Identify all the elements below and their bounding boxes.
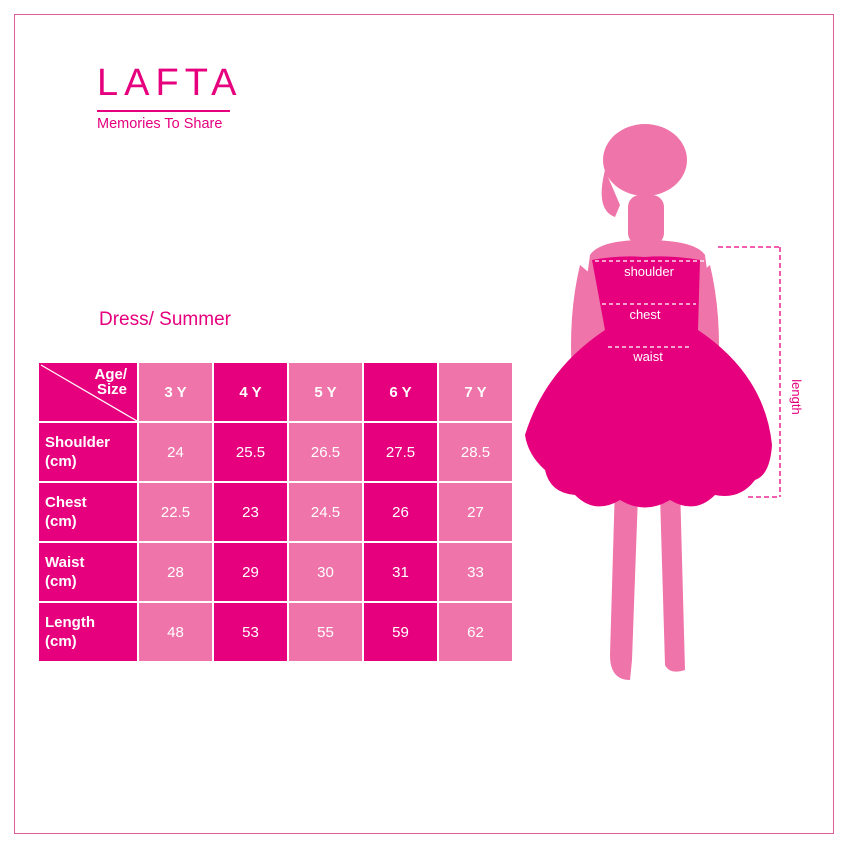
logo-divider <box>97 110 230 112</box>
column-header: 3 Y <box>139 363 212 421</box>
table-row: Chest (cm) 22.5 23 24.5 26 27 <box>39 483 512 541</box>
table-cell: 62 <box>439 603 512 661</box>
table-cell: 28.5 <box>439 423 512 481</box>
brand-logo: LAFTA Memories To Share <box>97 62 243 132</box>
table-cell: 27 <box>439 483 512 541</box>
corner-age: Age/ <box>94 366 127 383</box>
table-cell: 59 <box>364 603 437 661</box>
table-cell: 26 <box>364 483 437 541</box>
table-cell: 31 <box>364 543 437 601</box>
dress-silhouette <box>525 256 772 508</box>
corner-size: Size <box>96 381 127 398</box>
corner-cell: Age/Size <box>39 363 137 421</box>
column-header: 5 Y <box>289 363 362 421</box>
size-table: Age/Size 3 Y 4 Y 5 Y 6 Y 7 Y Shoulder (cm… <box>37 361 514 663</box>
column-header: 7 Y <box>439 363 512 421</box>
table-cell: 22.5 <box>139 483 212 541</box>
table-row: Length (cm) 48 53 55 59 62 <box>39 603 512 661</box>
table-cell: 29 <box>214 543 287 601</box>
table-row: Waist (cm) 28 29 30 31 33 <box>39 543 512 601</box>
row-label: Waist (cm) <box>39 543 137 601</box>
row-label: Length (cm) <box>39 603 137 661</box>
table-cell: 24.5 <box>289 483 362 541</box>
chart-title: Dress/ Summer <box>99 309 231 330</box>
column-header: 6 Y <box>364 363 437 421</box>
table-cell: 55 <box>289 603 362 661</box>
row-label: Chest (cm) <box>39 483 137 541</box>
row-label: Shoulder (cm) <box>39 423 137 481</box>
brand-name: LAFTA <box>97 62 243 104</box>
table-row: Shoulder (cm) 24 25.5 26.5 27.5 28.5 <box>39 423 512 481</box>
frame-border <box>14 14 834 834</box>
length-bracket <box>718 246 781 498</box>
table-cell: 25.5 <box>214 423 287 481</box>
table-cell: 53 <box>214 603 287 661</box>
table-cell: 23 <box>214 483 287 541</box>
chest-label: chest <box>629 307 660 322</box>
table-cell: 27.5 <box>364 423 437 481</box>
table-cell: 33 <box>439 543 512 601</box>
table-cell: 26.5 <box>289 423 362 481</box>
table-cell: 24 <box>139 423 212 481</box>
shoulder-label: shoulder <box>624 264 675 279</box>
column-header: 4 Y <box>214 363 287 421</box>
waist-label: waist <box>632 349 663 364</box>
table-cell: 28 <box>139 543 212 601</box>
table-cell: 30 <box>289 543 362 601</box>
brand-tagline: Memories To Share <box>97 116 223 132</box>
child-dress-figure: shoulder chest waist length <box>525 124 804 680</box>
length-label: length <box>789 379 804 414</box>
table-cell: 48 <box>139 603 212 661</box>
